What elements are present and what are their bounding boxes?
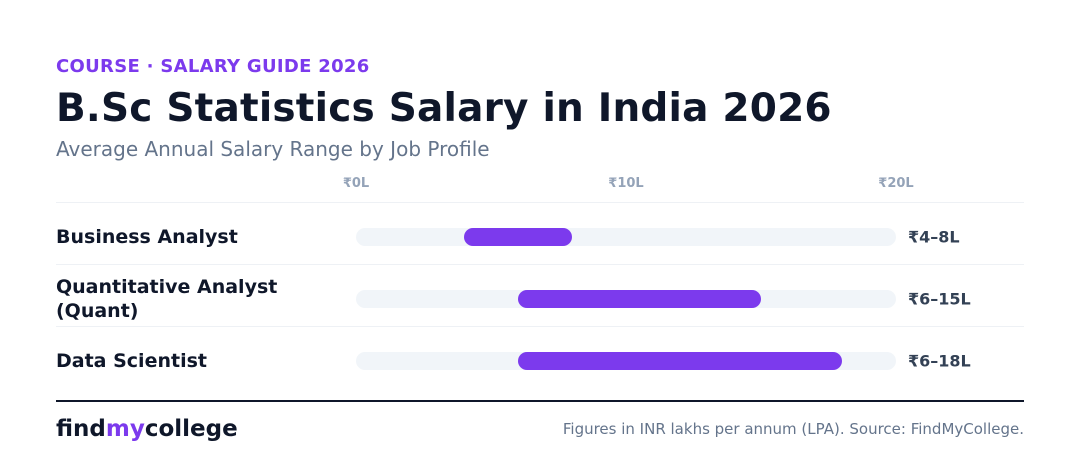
brand-text-college: college <box>144 416 238 442</box>
page-title: B.Sc Statistics Salary in India 2026 <box>56 86 832 131</box>
bar-track <box>356 228 896 246</box>
x-tick-label: ₹20L <box>878 176 914 191</box>
source-note: Figures in INR lakhs per annum (LPA). So… <box>562 420 1024 438</box>
range-bar <box>464 228 572 246</box>
x-tick-label: ₹0L <box>342 176 370 191</box>
range-bar <box>518 290 761 308</box>
range-value-label: ₹6–15L <box>908 289 971 309</box>
brand-text-find: find <box>56 416 106 442</box>
category-label: Business Analyst <box>56 226 238 248</box>
brand-text-my: my <box>105 416 145 442</box>
range-bar <box>518 352 842 370</box>
eyebrow-label: COURSE · SALARY GUIDE 2026 <box>56 56 370 77</box>
row-divider <box>56 326 1024 327</box>
x-axis: ₹0L ₹10L ₹20L <box>0 176 1080 196</box>
range-value-label: ₹6–18L <box>908 351 971 371</box>
footer-divider <box>56 400 1024 402</box>
axis-divider <box>56 202 1024 203</box>
table-row: Data Scientist ₹6–18L <box>0 330 1080 392</box>
range-value-label: ₹4–8L <box>908 227 960 247</box>
row-divider <box>56 264 1024 265</box>
x-tick-label: ₹10L <box>608 176 644 191</box>
category-label: Data Scientist <box>56 350 207 372</box>
table-row: Quantitative Analyst (Quant) ₹6–15L <box>0 268 1080 330</box>
table-row: Business Analyst ₹4–8L <box>0 206 1080 268</box>
brand-logo: findmycollege <box>56 416 238 442</box>
page-subtitle: Average Annual Salary Range by Job Profi… <box>56 137 490 161</box>
category-label: Quantitative Analyst (Quant) <box>56 276 278 322</box>
